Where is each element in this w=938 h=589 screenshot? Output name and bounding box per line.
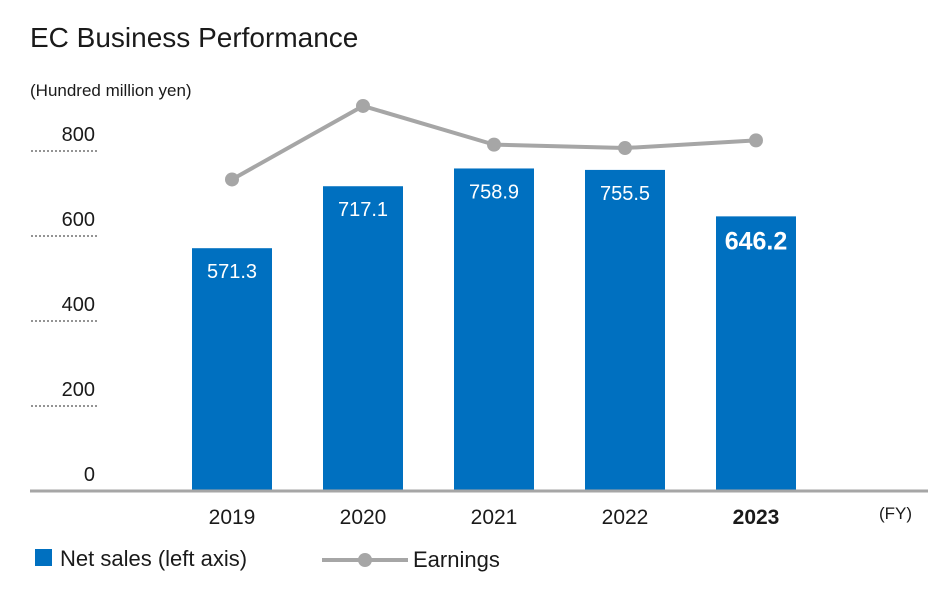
x-tick-label: 2023 — [733, 506, 780, 529]
net-sales-bar — [454, 168, 534, 491]
y-tick-label: 600 — [62, 209, 95, 231]
net-sales-bar-labels: 571.3 717.1 758.9 755.5 646.2 — [207, 181, 787, 283]
net-sales-bar-label: 717.1 — [338, 199, 388, 221]
y-tick-label: 800 — [62, 124, 95, 146]
x-tick-label: 2022 — [602, 506, 649, 529]
y-tick-label: 200 — [62, 379, 95, 401]
net-sales-bar — [585, 169, 665, 491]
chart-legend: Net sales (left axis) Earnings — [35, 546, 500, 572]
x-tick-label: 2021 — [471, 506, 518, 529]
y-tick-label: 0 — [84, 464, 95, 486]
x-axis-fy-label: (FY) — [879, 504, 912, 523]
y-tick-label: 400 — [62, 294, 95, 316]
net-sales-bar-label: 755.5 — [600, 183, 650, 205]
earnings-line — [225, 98, 763, 187]
net-sales-bar — [192, 248, 272, 491]
legend-net-sales-swatch — [35, 549, 52, 566]
x-tick-label: 2019 — [209, 506, 256, 529]
earnings-point — [749, 133, 763, 148]
y-axis-ticks: 0 200 400 600 800 — [31, 124, 97, 486]
earnings-point — [225, 172, 239, 187]
x-tick-label: 2020 — [340, 506, 387, 529]
net-sales-bar-label: 571.3 — [207, 261, 257, 283]
chart-title: EC Business Performance — [30, 22, 358, 53]
net-sales-bars — [192, 168, 796, 492]
net-sales-bar — [323, 186, 403, 492]
legend-earnings-label: Earnings — [413, 547, 500, 572]
y-axis-unit-label: (Hundred million yen) — [30, 81, 192, 100]
earnings-point — [356, 98, 370, 113]
legend-earnings-marker — [358, 553, 372, 567]
earnings-point — [618, 141, 632, 156]
x-axis-ticks: 2019 2020 2021 2022 2023 — [209, 506, 780, 529]
legend-net-sales-label: Net sales (left axis) — [60, 546, 247, 571]
earnings-point — [487, 137, 501, 152]
net-sales-bar — [716, 216, 796, 492]
net-sales-bar-label: 758.9 — [469, 181, 519, 203]
net-sales-bar-label: 646.2 — [725, 227, 788, 255]
